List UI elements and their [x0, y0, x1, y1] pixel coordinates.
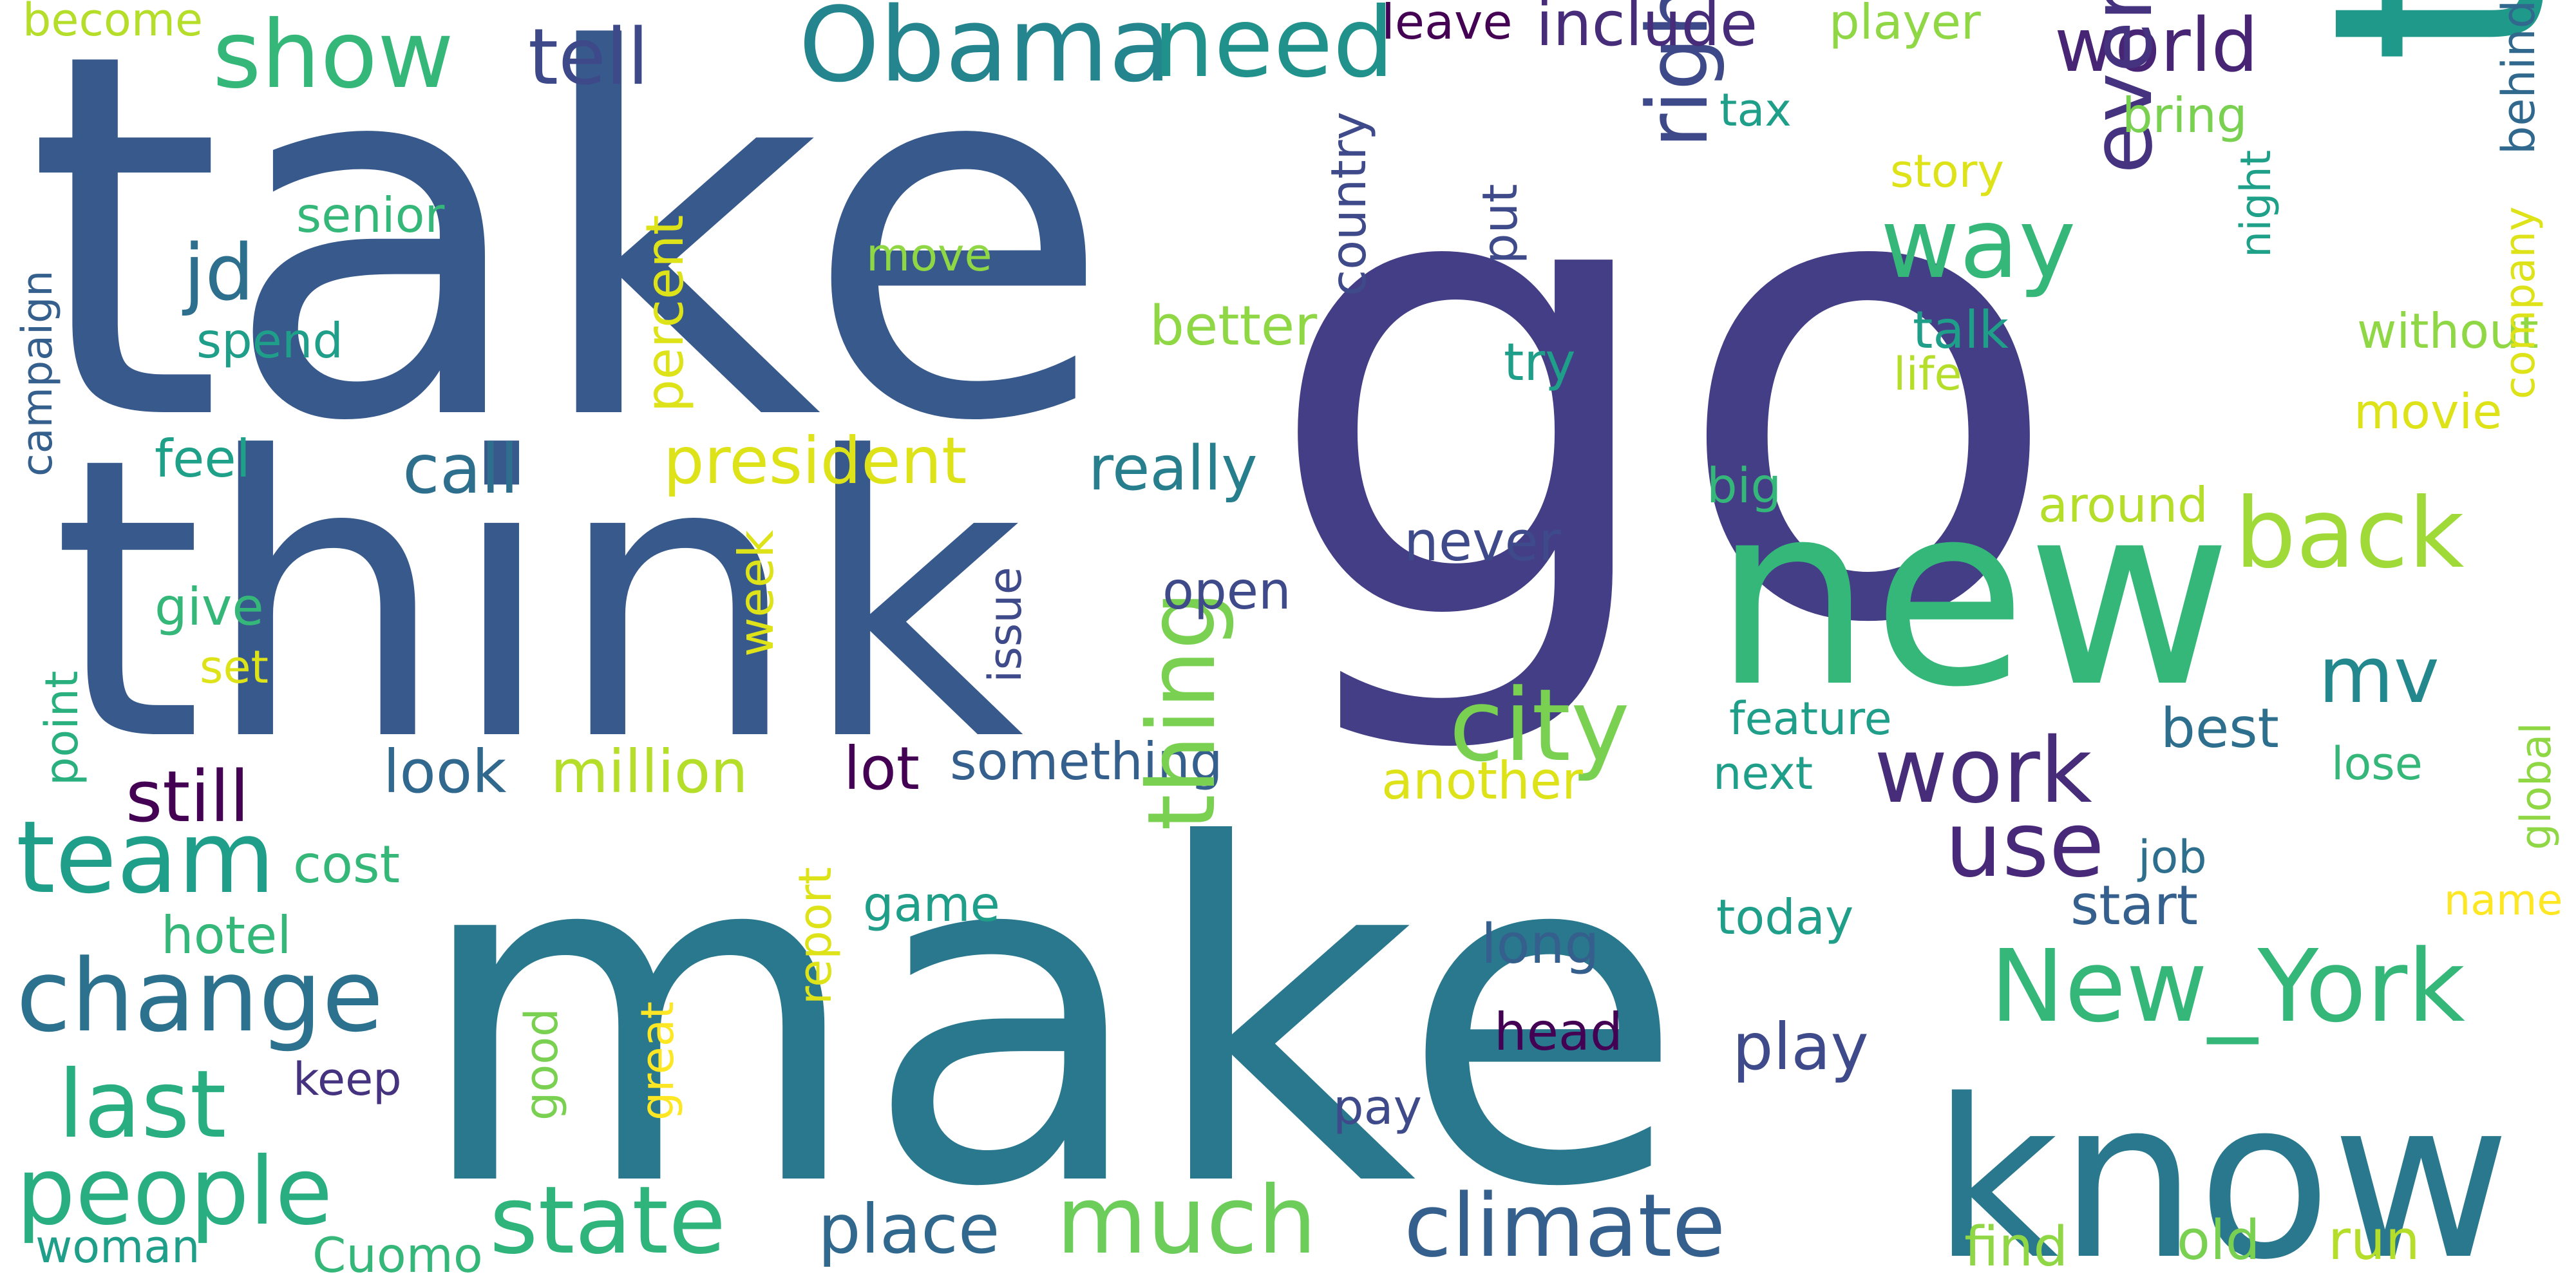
word-report: report	[789, 867, 842, 1005]
word-city: city	[1449, 667, 1630, 784]
word-become: become	[23, 0, 203, 46]
word-put: put	[1472, 184, 1528, 264]
word-know: know	[1932, 1053, 2510, 1288]
word-still: still	[126, 755, 249, 838]
word-run: run	[2328, 1209, 2420, 1273]
word-new-york: New_York	[1990, 928, 2465, 1045]
word-player: player	[1829, 0, 1981, 50]
word-million: million	[551, 737, 748, 806]
word-climate: climate	[1404, 1175, 1725, 1276]
word-next: next	[1713, 747, 1813, 800]
word-game: game	[863, 876, 1000, 933]
word-today: today	[1716, 889, 1853, 945]
word-best: best	[2161, 697, 2279, 761]
word-something: something	[950, 732, 1223, 791]
word-world: world	[2054, 3, 2259, 89]
word-lose: lose	[2331, 737, 2423, 790]
word-woman: woman	[35, 1220, 200, 1273]
word-movie: movie	[2354, 383, 2502, 440]
word-senior: senior	[296, 187, 444, 243]
word-keep: keep	[293, 1053, 402, 1106]
word-try: try	[1504, 332, 1576, 392]
word-week: week	[728, 529, 784, 657]
word-lot: lot	[844, 734, 920, 803]
word-time: time	[2269, 0, 2576, 64]
word-long: long	[1481, 913, 1599, 976]
word-story: story	[1890, 145, 2004, 198]
word-every: every	[2073, 0, 2171, 174]
word-open: open	[1162, 561, 1291, 621]
word-last: last	[58, 1050, 227, 1159]
word-new: new	[1713, 450, 2232, 742]
word-life: life	[1893, 348, 1962, 401]
word-make: make	[412, 748, 1685, 1288]
word-cuomo: Cuomo	[312, 1227, 483, 1283]
word-company: company	[2496, 206, 2544, 399]
word-feature: feature	[1729, 692, 1892, 745]
word-call: call	[402, 430, 518, 509]
word-around: around	[2038, 477, 2208, 533]
word-really: really	[1088, 433, 1258, 504]
word-obama: Obama	[799, 0, 1171, 105]
word-thing: thing	[1128, 591, 1236, 831]
word-look: look	[383, 737, 507, 806]
word-talk: talk	[1913, 300, 2009, 360]
word-way: way	[1880, 188, 2076, 300]
word-mv: mv	[2318, 631, 2439, 721]
word-change: change	[16, 938, 383, 1054]
word-need: need	[1153, 0, 1394, 99]
word-global: global	[2512, 723, 2561, 850]
word-take: take	[26, 0, 1113, 531]
word-tax: tax	[1719, 84, 1792, 137]
word-place: place	[818, 1190, 1000, 1269]
word-campaign: campaign	[14, 270, 62, 477]
word-job: job	[2137, 831, 2207, 884]
word-tell: tell	[528, 13, 649, 102]
word-play: play	[1732, 1009, 1869, 1084]
word-people: people	[16, 1137, 333, 1246]
word-give: give	[155, 577, 264, 637]
word-back: back	[2235, 478, 2465, 590]
word-country: country	[1320, 111, 1377, 296]
word-bring: bring	[2122, 87, 2247, 144]
word-name: name	[2444, 876, 2562, 925]
word-night: night	[2232, 150, 2280, 258]
word-old: old	[2177, 1209, 2260, 1273]
word-think: think	[52, 375, 1024, 826]
word-percent: percent	[635, 215, 695, 412]
word-great: great	[631, 1001, 684, 1121]
word-start: start	[2070, 874, 2198, 938]
word-pay: pay	[1333, 1079, 1422, 1135]
word-point: point	[35, 670, 88, 786]
word-better: better	[1150, 294, 1317, 358]
word-set: set	[200, 641, 269, 694]
word-good: good	[515, 1008, 568, 1121]
word-go: go	[1262, 14, 2065, 764]
word-big: big	[1707, 457, 1781, 514]
word-leave: leave	[1381, 0, 1512, 50]
word-issue: issue	[979, 567, 1032, 683]
word-feel: feel	[155, 429, 251, 489]
word-jd: jd	[182, 229, 254, 318]
word-team: team	[16, 799, 275, 916]
word-hotel: hotel	[161, 905, 291, 965]
word-use: use	[1945, 793, 2105, 898]
word-show: show	[213, 1, 454, 109]
word-another: another	[1381, 751, 1583, 811]
word-without: without	[2357, 303, 2539, 359]
word-include: include	[1536, 0, 1757, 60]
word-cost: cost	[293, 835, 400, 895]
word-head: head	[1494, 1002, 1623, 1062]
word-move: move	[866, 229, 992, 281]
word-state: state	[489, 1166, 726, 1275]
word-behind: behind	[2492, 0, 2545, 155]
word-never: never	[1404, 510, 1561, 574]
word-work: work	[1874, 719, 2092, 824]
word-find: find	[1964, 1215, 2068, 1279]
word-president: president	[663, 423, 967, 498]
word-right: right	[1629, 0, 1727, 148]
word-spend: spend	[196, 312, 343, 369]
word-much: much	[1056, 1166, 1317, 1275]
